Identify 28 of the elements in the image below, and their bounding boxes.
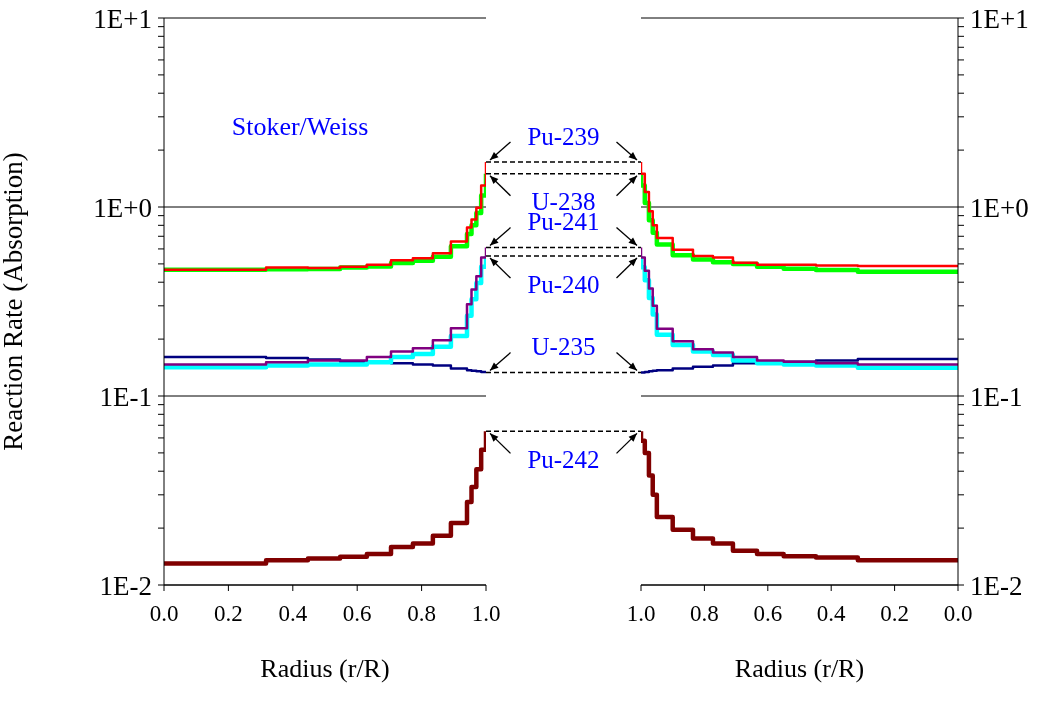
y-tick-label: 1E-1 — [970, 381, 1023, 412]
x-tick-label: 0.8 — [407, 601, 436, 627]
x-axis-title: Radius (r/R) — [260, 654, 390, 683]
text: Stoker/Weiss — [230, 112, 370, 142]
y-tick-label: 1E+1 — [970, 3, 1029, 34]
series-label: Pu-240 — [527, 270, 600, 298]
y-tick-label: 1E-2 — [99, 570, 152, 601]
x-tick-label: 0.8 — [690, 601, 719, 627]
y-tick-label: 1E-1 — [99, 381, 152, 412]
x-tick-label: 0.0 — [149, 601, 179, 627]
y-axis-title: Reaction Rate (Absorption) — [0, 152, 28, 451]
x-tick-label: 0.6 — [753, 601, 783, 627]
y-tick-label: 1E+0 — [93, 192, 152, 223]
x-tick-label: 0.2 — [214, 601, 243, 627]
series-label: U-235 — [531, 333, 596, 361]
x-axis-title: Radius (r/R) — [734, 654, 865, 683]
series-label: Pu-242 — [527, 446, 600, 474]
y-tick-label: 1E-2 — [970, 570, 1023, 601]
y-tick-label: 1E+0 — [970, 192, 1029, 223]
x-tick-label: 0.6 — [342, 601, 372, 627]
x-tick-label: 1.0 — [471, 601, 501, 627]
x-tick-label: 1.0 — [626, 601, 656, 627]
x-tick-label: 0.4 — [816, 601, 847, 627]
y-tick-label: 1E+1 — [93, 3, 152, 34]
series-label: Pu-239 — [527, 122, 600, 150]
x-tick-label: 0.4 — [278, 601, 308, 627]
x-tick-label: 0.2 — [880, 601, 909, 627]
x-tick-label: 0.0 — [943, 601, 973, 627]
